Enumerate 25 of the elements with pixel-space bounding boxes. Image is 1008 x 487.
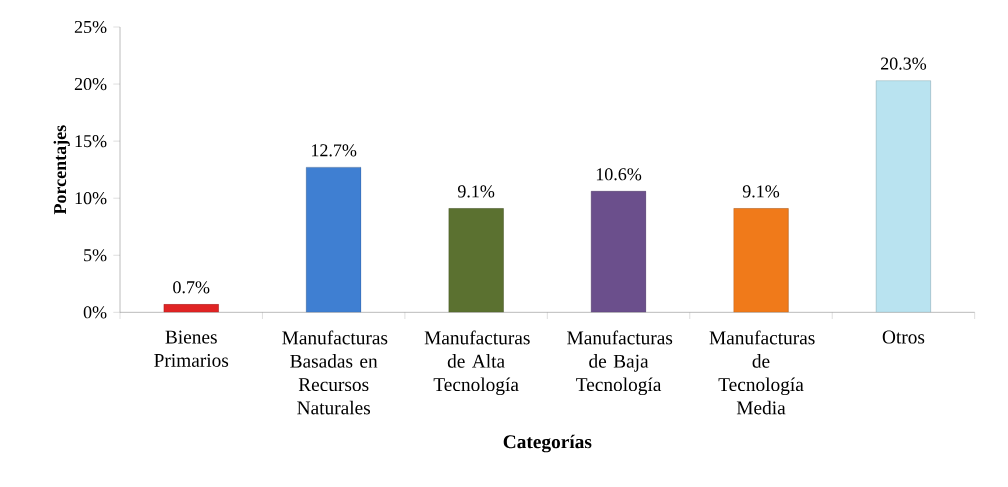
x-tick-label: Manufacturas Basadas en Recursos Naturales xyxy=(282,330,388,415)
y-tick-label: 25% xyxy=(74,20,107,34)
y-axis-title: Porcentajes xyxy=(53,125,70,215)
bar xyxy=(590,191,647,313)
y-tick-label: 15% xyxy=(75,135,107,148)
y-tick-label: 10% xyxy=(75,192,107,205)
y-tick-label: 0% xyxy=(83,306,107,319)
bar xyxy=(733,208,789,313)
bar xyxy=(448,208,504,313)
y-tick-label: 20% xyxy=(74,77,107,91)
y-tick-label: 5% xyxy=(84,249,107,262)
x-tick-label: Manufacturas de Tecnología Media xyxy=(709,330,815,415)
data-label: 0.7% xyxy=(173,281,210,294)
data-label: 9.1% xyxy=(742,185,780,198)
x-tick-label: Manufacturas de Baja Tecnología xyxy=(567,330,673,396)
data-label: 9.1% xyxy=(457,185,495,198)
data-label: 10.6% xyxy=(596,168,642,181)
x-tick-label: Otros xyxy=(882,330,925,344)
data-label: 20.3% xyxy=(880,57,927,70)
x-axis-title: Categorías xyxy=(503,434,592,453)
bar xyxy=(163,304,219,313)
x-tick-label: Bienes Primarios xyxy=(154,330,229,367)
data-label: 12.7% xyxy=(312,144,357,157)
bar xyxy=(875,80,932,313)
x-tick-label: Manufacturas de Alta Tecnología xyxy=(424,330,530,396)
